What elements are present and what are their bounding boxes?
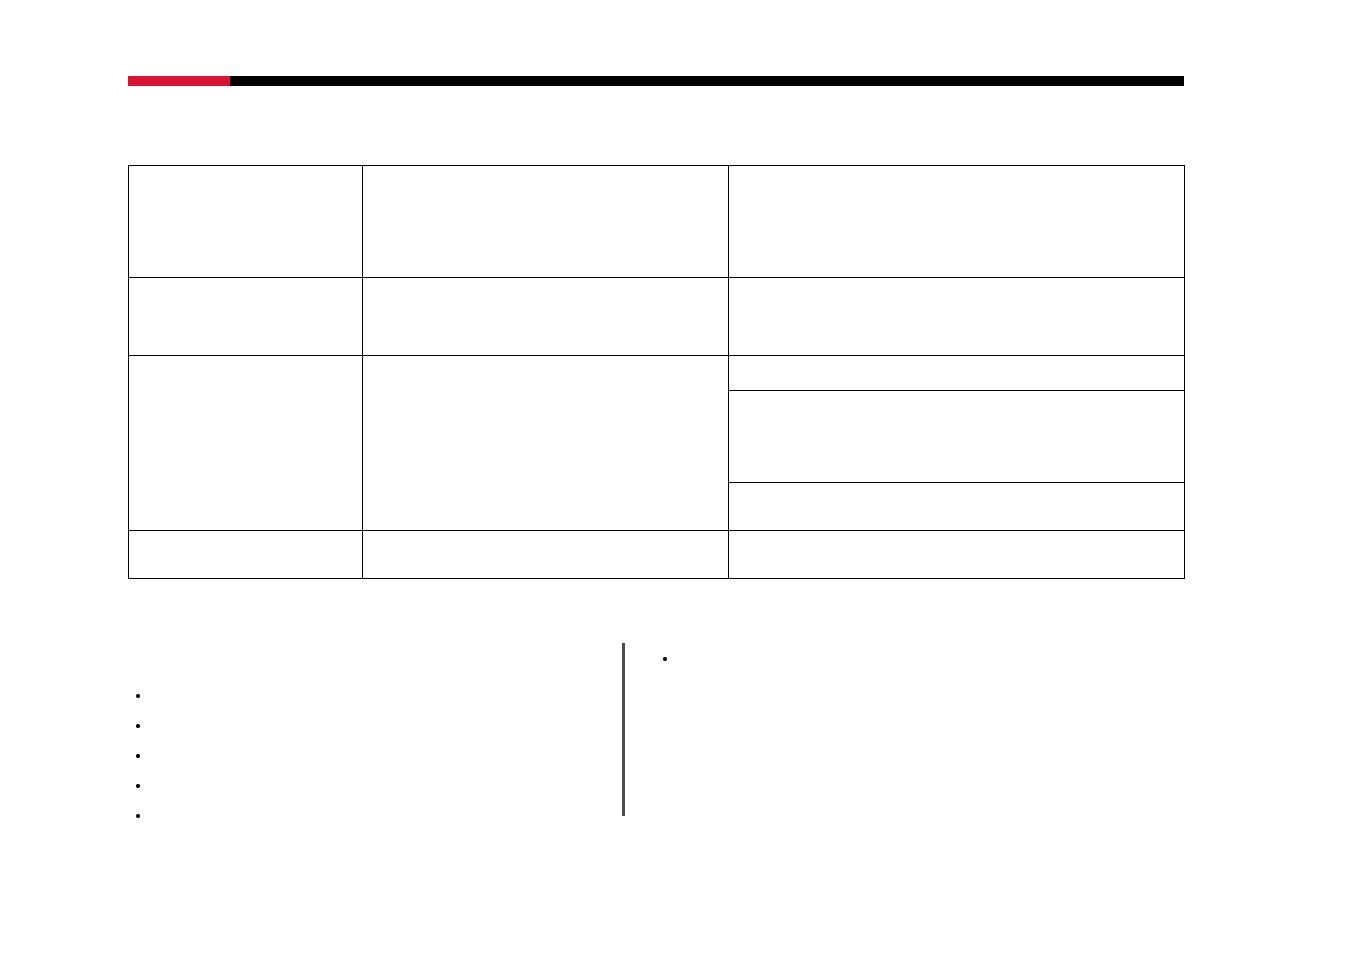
bullet-list bbox=[656, 643, 1185, 673]
list-left bbox=[103, 643, 620, 830]
table-row bbox=[129, 278, 1185, 356]
list-item bbox=[151, 800, 620, 830]
two-column-lists bbox=[103, 643, 1185, 818]
header-rule-main bbox=[230, 76, 1184, 86]
list-item bbox=[151, 710, 620, 740]
list-item bbox=[678, 643, 1185, 673]
table-cell bbox=[363, 531, 729, 579]
table-cell bbox=[729, 391, 1185, 483]
column-divider bbox=[622, 643, 625, 816]
table-cell bbox=[129, 356, 363, 531]
table-cell bbox=[729, 278, 1185, 356]
list-item bbox=[151, 680, 620, 710]
list-right bbox=[626, 643, 1185, 830]
table-cell bbox=[363, 278, 729, 356]
table-header-row bbox=[129, 166, 1185, 278]
list-item bbox=[151, 770, 620, 800]
table-row bbox=[129, 356, 1185, 391]
table-header-cell bbox=[363, 166, 729, 278]
page bbox=[0, 0, 1350, 954]
bullet-list bbox=[129, 680, 620, 830]
list-item bbox=[151, 740, 620, 770]
data-table bbox=[128, 165, 1185, 579]
table-header-cell bbox=[129, 166, 363, 278]
table-cell bbox=[729, 483, 1185, 531]
table-cell bbox=[129, 278, 363, 356]
table-cell bbox=[729, 531, 1185, 579]
table-cell bbox=[729, 356, 1185, 391]
table-row bbox=[129, 531, 1185, 579]
table-cell bbox=[129, 531, 363, 579]
header-rule-accent bbox=[128, 76, 230, 86]
table-header-cell bbox=[729, 166, 1185, 278]
table-cell bbox=[363, 356, 729, 531]
